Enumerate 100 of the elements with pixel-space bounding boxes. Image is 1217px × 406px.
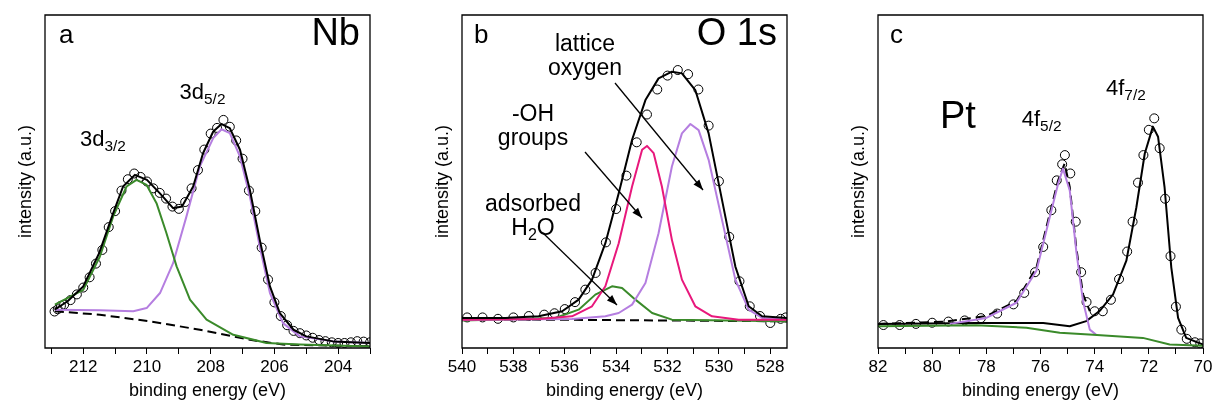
- point: [345, 337, 356, 348]
- chart-title: Nb: [311, 11, 360, 53]
- point: [611, 204, 622, 215]
- x-tick-label: 82: [868, 356, 888, 376]
- point: [339, 337, 350, 348]
- point: [218, 114, 229, 125]
- point: [1065, 168, 1076, 179]
- point: [1149, 113, 1160, 124]
- point: [652, 84, 663, 95]
- point: [1165, 251, 1176, 262]
- point: [1114, 274, 1125, 285]
- point: [212, 122, 223, 133]
- point: [775, 313, 786, 324]
- point: [84, 272, 95, 283]
- text: c: [890, 19, 903, 49]
- point: [205, 128, 216, 139]
- point: [523, 311, 534, 322]
- x-axis-title: binding energy (eV): [545, 380, 704, 401]
- point: [1160, 193, 1171, 204]
- point: [154, 187, 165, 198]
- point: [263, 274, 274, 285]
- point: [294, 328, 305, 339]
- point: [1181, 333, 1192, 344]
- point: [878, 320, 889, 331]
- point: [600, 237, 611, 248]
- y-axis-title: intensity (a.u.): [15, 124, 35, 239]
- x-tick-label: 78: [976, 356, 996, 376]
- point: [161, 193, 172, 204]
- x-axis-title: binding energy (eV): [128, 380, 287, 401]
- point: [744, 301, 755, 312]
- point: [631, 137, 642, 148]
- point: [78, 282, 89, 293]
- point: [326, 337, 337, 348]
- point: [333, 337, 344, 348]
- point: [167, 201, 178, 212]
- point: [559, 304, 570, 315]
- point: [110, 206, 121, 217]
- point: [1046, 205, 1057, 216]
- point: [1170, 301, 1181, 312]
- text: a: [59, 19, 74, 49]
- point: [192, 165, 203, 176]
- point: [927, 317, 938, 328]
- point: [1138, 150, 1149, 161]
- x-tick-label: 536: [550, 356, 579, 376]
- point: [703, 120, 714, 131]
- point: [288, 325, 299, 336]
- point: [1089, 306, 1100, 317]
- point: [1122, 246, 1133, 257]
- point: [237, 153, 248, 164]
- point: [1133, 177, 1143, 188]
- point: [148, 183, 159, 194]
- x-tick-label: 528: [756, 356, 785, 376]
- point: [122, 174, 133, 185]
- text: b: [474, 19, 489, 49]
- x-tick-label: 212: [69, 356, 98, 376]
- point: [894, 320, 905, 331]
- point: [243, 185, 254, 196]
- point: [1008, 299, 1019, 310]
- x-axis-title: binding energy (eV): [961, 380, 1120, 401]
- point: [1030, 267, 1041, 278]
- point: [621, 170, 632, 181]
- point: [570, 297, 581, 308]
- x-tick-label: 70: [1193, 356, 1213, 376]
- point: [508, 312, 519, 323]
- point: [250, 206, 261, 217]
- x-tick-label: 534: [601, 356, 631, 376]
- point: [724, 231, 735, 242]
- point: [1105, 294, 1116, 305]
- point: [65, 295, 76, 306]
- x-tick-label: 76: [1031, 356, 1050, 376]
- x-tick-label: 210: [132, 356, 162, 376]
- point: [275, 311, 286, 322]
- point: [1189, 337, 1200, 348]
- x-tick-label: 208: [196, 356, 225, 376]
- point: [1059, 150, 1070, 161]
- point: [683, 69, 694, 80]
- point: [231, 135, 242, 146]
- point: [992, 308, 1003, 319]
- point: [580, 284, 591, 295]
- point: [662, 70, 673, 81]
- point: [672, 65, 683, 76]
- point: [590, 267, 601, 278]
- point: [641, 109, 652, 120]
- point: [256, 242, 267, 253]
- point: [186, 183, 197, 194]
- point: [734, 276, 745, 287]
- x-tick-label: 540: [447, 356, 477, 376]
- point: [173, 203, 184, 214]
- x-tick-label: 80: [922, 356, 942, 376]
- point: [713, 176, 724, 187]
- x-tick-label: 538: [499, 356, 528, 376]
- point: [910, 318, 921, 329]
- point: [269, 297, 280, 308]
- point: [135, 171, 146, 182]
- x-tick-label: 74: [1085, 356, 1105, 376]
- point: [199, 144, 210, 155]
- point: [492, 313, 503, 324]
- point: [352, 336, 363, 347]
- point: [71, 289, 82, 300]
- point: [1038, 241, 1049, 252]
